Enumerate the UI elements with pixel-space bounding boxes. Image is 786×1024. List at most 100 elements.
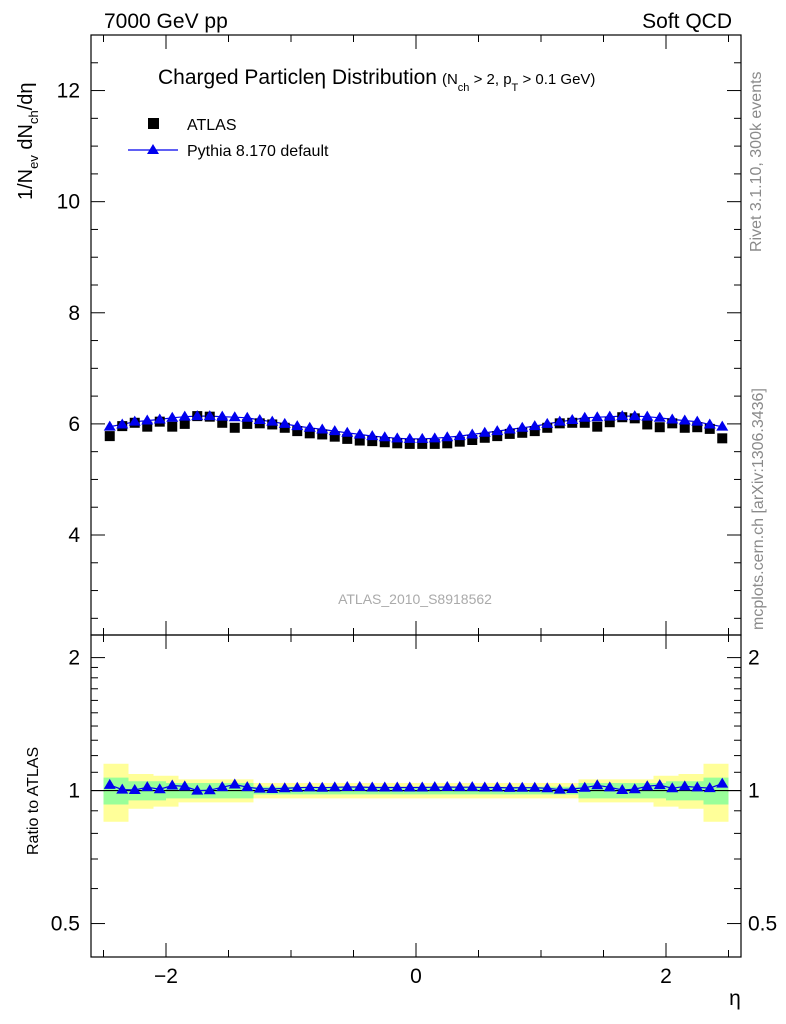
pythia-point — [403, 432, 416, 443]
ratio-point — [566, 783, 579, 794]
pythia-point — [241, 411, 254, 422]
legend-atlas-marker — [148, 118, 159, 129]
atlas-point — [592, 421, 603, 432]
ratio-point — [528, 781, 541, 792]
ratio-uncertainty-bands — [91, 763, 741, 822]
atlas-point — [304, 428, 315, 439]
pythia-point — [378, 431, 391, 442]
pythia-point — [216, 410, 229, 421]
pythia-point — [566, 414, 579, 424]
pythia-point — [591, 411, 604, 422]
ratio-y-axis-label: Ratio to ATLAS — [25, 747, 42, 855]
pythia-point — [478, 426, 491, 437]
plot-title: Charged Particleη Distribution (Nch > 2, … — [158, 66, 595, 94]
atlas-point — [379, 437, 390, 448]
atlas-point — [292, 426, 303, 437]
legend-atlas-label: ATLAS — [187, 117, 237, 134]
ratio-point — [153, 783, 166, 794]
ratio-point — [278, 782, 291, 793]
pythia-point — [703, 418, 716, 429]
pythia-point — [453, 430, 466, 441]
atlas-point — [679, 422, 690, 433]
ratio-point — [216, 781, 229, 792]
atlas-point — [492, 431, 503, 442]
pythia-point — [253, 414, 266, 424]
ratio-point — [178, 780, 191, 791]
ratio-point — [328, 781, 341, 792]
pythia-point — [491, 425, 504, 436]
ratio-point — [641, 780, 654, 791]
pythia-point — [503, 423, 516, 434]
ratio-point — [303, 781, 316, 792]
atlas-point — [342, 433, 353, 444]
pythia-point — [228, 411, 241, 422]
ratio-y-tick-label: 1 — [68, 780, 80, 803]
ratio-point — [428, 781, 441, 792]
pythia-point — [641, 410, 654, 421]
atlas-point — [329, 431, 340, 442]
analysis-watermark: ATLAS_2010_S8918562 — [338, 591, 492, 607]
y-tick-label: 10 — [57, 191, 80, 214]
ratio-point — [678, 780, 691, 791]
ratio-point — [441, 780, 454, 791]
mcplots-label: mcplots.cern.ch [arXiv:1306.3436] — [750, 388, 767, 630]
pythia-point — [266, 415, 279, 426]
ratio-point — [391, 781, 404, 792]
main-y-axis-label: 1/Nev dNch/dη — [15, 82, 41, 200]
pythia-point — [166, 411, 179, 422]
x-tick-label: 0 — [410, 965, 422, 988]
ratio-point — [116, 783, 129, 794]
ratio-y-tick-label: 2 — [68, 647, 80, 670]
ratio-point — [353, 780, 366, 791]
ratio-point — [503, 781, 516, 792]
pythia-point — [278, 417, 291, 428]
pythia-point — [341, 426, 354, 437]
ratio-point — [666, 782, 679, 793]
atlas-point — [142, 421, 153, 432]
ratio-y-tick-label-right: 2 — [748, 647, 760, 670]
pythia-point — [516, 421, 529, 432]
ratio-y-tick-label-right: 0.5 — [748, 913, 777, 936]
legend-pythia-marker — [147, 144, 159, 154]
rivet-label: Rivet 3.1.10, 300k events — [748, 71, 765, 252]
pythia-point — [716, 420, 729, 431]
atlas-point — [642, 419, 653, 430]
ratio-point — [191, 784, 204, 795]
pythia-point — [316, 423, 329, 434]
ratio-point — [203, 784, 216, 795]
ratio-point — [691, 781, 704, 792]
pythia-point — [691, 415, 704, 426]
pythia-point — [116, 418, 129, 429]
atlas-point — [179, 418, 190, 429]
ratio-point — [578, 781, 591, 792]
atlas-point — [579, 417, 590, 428]
atlas-point — [242, 418, 253, 429]
ratio-point — [253, 782, 266, 793]
atlas-point — [392, 438, 403, 449]
atlas-point — [504, 428, 515, 439]
y-tick-label: 12 — [57, 80, 80, 103]
atlas-point — [417, 438, 428, 449]
pythia-point — [153, 413, 166, 424]
ratio-point — [453, 781, 466, 792]
ratio-point — [403, 781, 416, 792]
pythia-point — [391, 432, 404, 443]
pythia-point — [541, 417, 554, 428]
pythia-point — [128, 415, 141, 426]
pythia-point — [628, 410, 641, 421]
pythia-point — [466, 428, 479, 439]
atlas-point — [367, 436, 378, 447]
pythia-point — [141, 414, 154, 425]
ratio-point — [378, 781, 391, 792]
pythia-point — [191, 410, 204, 421]
atlas-point — [654, 422, 665, 433]
ratio-point — [516, 781, 529, 792]
ratio-point — [716, 777, 729, 788]
legend: ATLAS Pythia 8.170 default — [128, 117, 329, 160]
ratio-point — [616, 783, 629, 794]
atlas-point — [517, 427, 528, 438]
ratio-point — [103, 778, 116, 789]
pythia-point — [203, 410, 216, 421]
ratio-point — [366, 781, 379, 792]
